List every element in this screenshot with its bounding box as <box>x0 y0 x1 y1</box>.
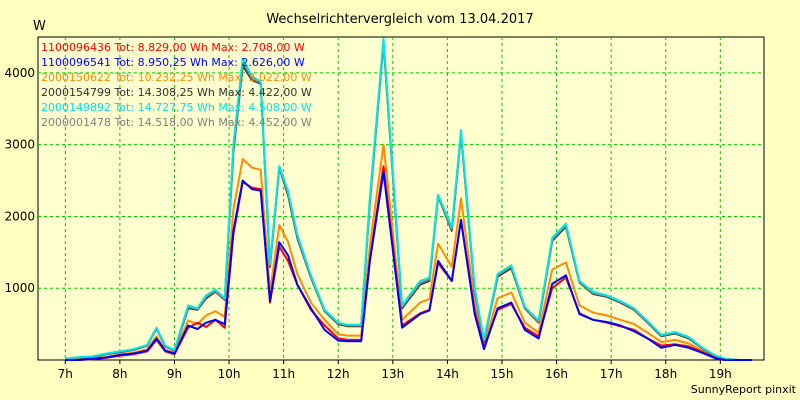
x-tick-label: 8h <box>112 367 127 381</box>
legend-entry-1100096436: 1100096436 Tot: 8.829,00 Wh Max: 2.708,0… <box>41 41 305 54</box>
series-line-1100096541 <box>65 170 752 361</box>
y-axis-unit-label: W <box>33 19 46 34</box>
legend: 1100096436 Tot: 8.829,00 Wh Max: 2.708,0… <box>41 41 312 129</box>
x-tick-label: 19h <box>709 367 732 381</box>
legend-entry-2000001478: 2000001478 Tot: 14.518,00 Wh Max: 4.452,… <box>41 116 312 129</box>
legend-entry-2000150622: 2000150622 Tot: 10.232,25 Wh Max: 3.022,… <box>41 71 312 84</box>
x-tick-label: 17h <box>600 367 623 381</box>
x-axis: 7h 8h 9h 10h 11h 12h 13h 14h 15h 16h 17h 18h 19h <box>58 360 732 381</box>
legend-entry-2000149892: 2000149892 Tot: 14.727,75 Wh Max: 4.508,… <box>41 101 312 114</box>
y-axis: 1000 2000 3000 4000 <box>4 66 35 295</box>
footer-credit: SunnyReport pinxit <box>691 383 797 396</box>
x-tick-label: 7h <box>58 367 73 381</box>
y-tick-label: 1000 <box>4 281 35 295</box>
chart-title: Wechselrichtervergleich vom 13.04.2017 <box>266 12 533 27</box>
x-tick-label: 12h <box>327 367 350 381</box>
series-line-2000150622 <box>65 143 752 361</box>
legend-entry-1100096541: 1100096541 Tot: 8.950,25 Wh Max: 2.626,0… <box>41 56 305 69</box>
y-tick-label: 3000 <box>4 138 35 152</box>
x-tick-label: 16h <box>545 367 568 381</box>
x-tick-label: 13h <box>381 367 404 381</box>
x-tick-label: 10h <box>218 367 241 381</box>
x-tick-label: 11h <box>272 367 295 381</box>
x-tick-label: 15h <box>491 367 514 381</box>
x-tick-label: 9h <box>167 367 182 381</box>
y-tick-label: 2000 <box>4 209 35 223</box>
series-line-2000149892 <box>65 37 752 361</box>
legend-entry-2000154799: 2000154799 Tot: 14.308,25 Wh Max: 4.422,… <box>41 86 312 99</box>
x-tick-label: 14h <box>436 367 459 381</box>
series-lines <box>65 37 752 361</box>
x-tick-label: 18h <box>654 367 677 381</box>
y-tick-label: 4000 <box>4 66 35 80</box>
